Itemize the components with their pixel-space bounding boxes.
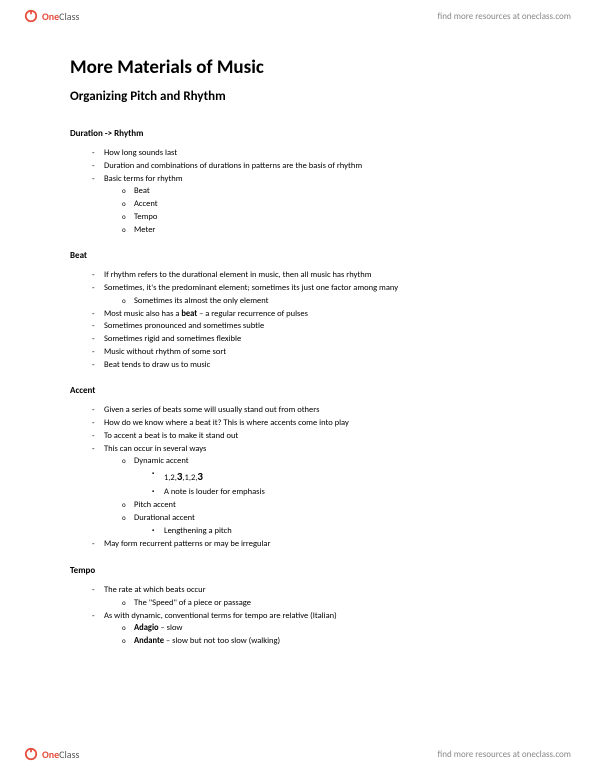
list-level-2: Dynamic accent1,2,3,1,2,3A note is loude… xyxy=(104,455,545,538)
list-item: Beat tends to draw us to music xyxy=(70,359,545,372)
header-bar: OneClass find more resources at oneclass… xyxy=(0,0,595,32)
list-item: 1,2,3,1,2,3 xyxy=(134,468,545,486)
list-level-2: Sometimes its almost the only element xyxy=(104,295,545,308)
list-item: The rate at which beats occurThe "Speed"… xyxy=(70,584,545,610)
list-level-1: Given a series of beats some will usuall… xyxy=(70,404,545,551)
list-item: May form recurrent patterns or may be ir… xyxy=(70,538,545,551)
list-item: Basic terms for rhythmBeatAccentTempoMet… xyxy=(70,173,545,237)
section-label: Tempo xyxy=(70,565,545,576)
list-level-1: If rhythm refers to the durational eleme… xyxy=(70,269,545,371)
list-item: How long sounds last xyxy=(70,147,545,160)
list-item: Accent xyxy=(104,198,545,211)
list-item: This can occur in several waysDynamic ac… xyxy=(70,443,545,539)
list-item: Sometimes, it's the predominant element;… xyxy=(70,282,545,308)
list-item: As with dynamic, conventional terms for … xyxy=(70,610,545,648)
list-item: Music without rhythm of some sort xyxy=(70,346,545,359)
list-item: Adagio – slow xyxy=(104,622,545,635)
list-level-1: The rate at which beats occurThe "Speed"… xyxy=(70,584,545,648)
document-content: More Materials of Music Organizing Pitch… xyxy=(70,56,545,730)
list-item: Most music also has a beat – a regular r… xyxy=(70,308,545,321)
page-title: More Materials of Music xyxy=(70,56,545,79)
footer-brand-one: One xyxy=(42,748,59,761)
list-item: Sometimes pronounced and sometimes subtl… xyxy=(70,320,545,333)
header-tagline: find more resources at oneclass.com xyxy=(438,11,571,22)
list-item: Dynamic accent1,2,3,1,2,3A note is loude… xyxy=(104,455,545,499)
list-item: The "Speed" of a piece or passage xyxy=(104,597,545,610)
list-item: How do we know where a beat it? This is … xyxy=(70,417,545,430)
list-item: A note is louder for emphasis xyxy=(134,486,545,500)
list-item: Tempo xyxy=(104,211,545,224)
brand-logo: OneClass xyxy=(24,9,79,23)
list-level-3: Lengthening a pitch xyxy=(134,525,545,539)
list-item: Duration and combinations of durations i… xyxy=(70,160,545,173)
list-item: Meter xyxy=(104,224,545,237)
list-item: To accent a beat is to make it stand out xyxy=(70,430,545,443)
list-level-2: BeatAccentTempoMeter xyxy=(104,185,545,236)
list-level-3: 1,2,3,1,2,3A note is louder for emphasis xyxy=(134,468,545,499)
list-item: Beat xyxy=(104,185,545,198)
list-item: Given a series of beats some will usuall… xyxy=(70,404,545,417)
section-label: Beat xyxy=(70,250,545,261)
brand-class: Class xyxy=(59,10,79,23)
footer-tagline: find more resources at oneclass.com xyxy=(438,749,571,760)
section-label: Duration -> Rhythm xyxy=(70,128,545,139)
footer-bar: OneClass find more resources at oneclass… xyxy=(0,738,595,770)
brand-text: OneClass xyxy=(42,10,79,23)
list-item: Sometimes its almost the only element xyxy=(104,295,545,308)
sections-container: Duration -> RhythmHow long sounds lastDu… xyxy=(70,128,545,648)
footer-brand-class: Class xyxy=(59,748,79,761)
list-item: Durational accentLengthening a pitch xyxy=(104,512,545,538)
list-item: Pitch accent xyxy=(104,499,545,512)
list-item: Sometimes rigid and sometimes flexible xyxy=(70,333,545,346)
list-item: Andante – slow but not too slow (walking… xyxy=(104,635,545,648)
list-item: If rhythm refers to the durational eleme… xyxy=(70,269,545,282)
section-label: Accent xyxy=(70,385,545,396)
page-subtitle: Organizing Pitch and Rhythm xyxy=(70,89,545,104)
list-level-2: Adagio – slowAndante – slow but not too … xyxy=(104,622,545,648)
logo-icon xyxy=(24,9,38,23)
list-item: Lengthening a pitch xyxy=(134,525,545,539)
brand-one: One xyxy=(42,10,59,23)
footer-logo-icon xyxy=(24,747,38,761)
list-level-1: How long sounds lastDuration and combina… xyxy=(70,147,545,236)
footer-brand-text: OneClass xyxy=(42,748,79,761)
list-level-2: The "Speed" of a piece or passage xyxy=(104,597,545,610)
footer-brand-logo: OneClass xyxy=(24,747,79,761)
